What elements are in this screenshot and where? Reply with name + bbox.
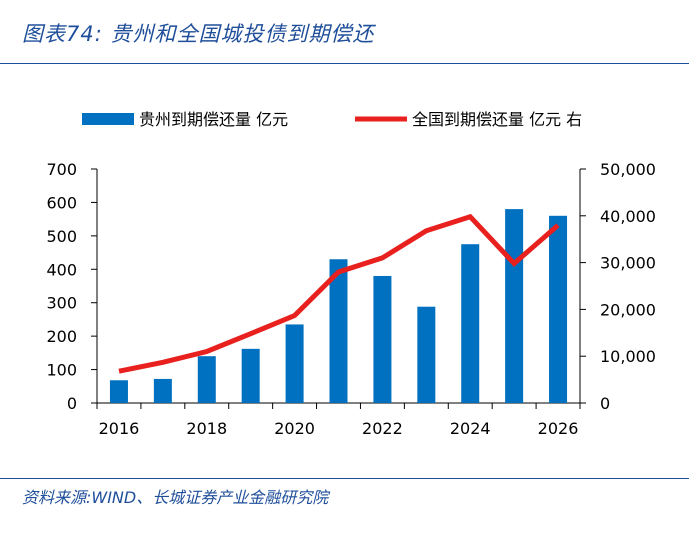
legend-bar-label: 贵州到期偿还量 亿元 [139, 110, 288, 129]
bar-2021 [329, 259, 348, 403]
x-tick-label: 2016 [99, 419, 140, 438]
left-tick-label: 200 [46, 327, 77, 346]
x-tick-label: 2022 [362, 419, 403, 438]
bar-2018 [197, 356, 216, 403]
left-tick-label: 700 [46, 160, 77, 179]
legend: 贵州到期偿还量 亿元 全国到期偿还量 亿元 右 [82, 110, 582, 129]
right-tick-label: 30,000 [600, 254, 656, 273]
legend-bar-swatch [82, 113, 134, 125]
x-tick-label: 2026 [538, 419, 579, 438]
right-tick-label: 20,000 [600, 300, 656, 319]
left-tick-label: 400 [46, 260, 77, 279]
left-tick-label: 600 [46, 193, 77, 212]
bar-2019 [241, 348, 260, 403]
x-tick-label: 2024 [450, 419, 491, 438]
left-tick-label: 100 [46, 361, 77, 380]
bar-2022 [373, 275, 392, 403]
x-tick-label: 2020 [274, 419, 315, 438]
bar-2026 [549, 215, 568, 403]
legend-line-label: 全国到期偿还量 亿元 右 [412, 110, 582, 129]
bar-2016 [109, 380, 128, 403]
left-tick-label: 300 [46, 294, 77, 313]
chart: 贵州到期偿还量 亿元 全国到期偿还量 亿元 右 0 100 200 300 400 500… [46, 110, 656, 438]
right-tick-label: 40,000 [600, 207, 656, 226]
bar-2017 [153, 378, 172, 403]
right-tick-label: 0 [600, 394, 610, 413]
right-tick-label: 50,000 [600, 160, 656, 179]
right-tick-label: 10,000 [600, 347, 656, 366]
figure-title: 图表74: 贵州和全国城投债到期偿还 [22, 22, 375, 46]
bar-2023 [417, 306, 436, 403]
source-note: 资料来源:WIND、长城证券产业金融研究院 [22, 488, 329, 507]
bar-2025 [505, 209, 524, 403]
title-rule [0, 63, 689, 64]
left-tick-label: 0 [67, 394, 77, 413]
left-tick-label: 500 [46, 227, 77, 246]
source-rule [0, 478, 689, 479]
bar-2020 [285, 324, 304, 403]
bar-2024 [461, 244, 480, 403]
x-tick-label: 2018 [186, 419, 227, 438]
plot-area: 0 100 200 300 400 500 600 700 0 10,000 20,000 30,00… [46, 160, 656, 438]
